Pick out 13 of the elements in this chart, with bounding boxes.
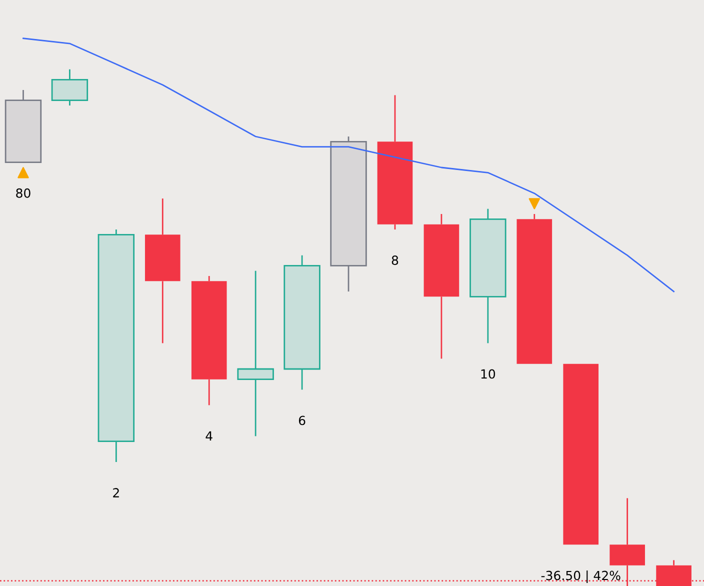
candlestick (144, 198, 180, 344)
annotation: 80 (16, 188, 30, 198)
candlestick (470, 208, 506, 344)
annotation: 6 (298, 416, 306, 426)
annotation: 10 (481, 369, 496, 379)
annotation: 2 (113, 488, 119, 498)
candlestick (191, 275, 227, 406)
annotation: 4 (206, 431, 212, 440)
candlestick (98, 228, 135, 463)
annotation: 8 (392, 256, 398, 266)
annotation: -36.50 | 42% (541, 570, 620, 583)
candlestick (284, 254, 320, 390)
candlestick (424, 213, 460, 360)
